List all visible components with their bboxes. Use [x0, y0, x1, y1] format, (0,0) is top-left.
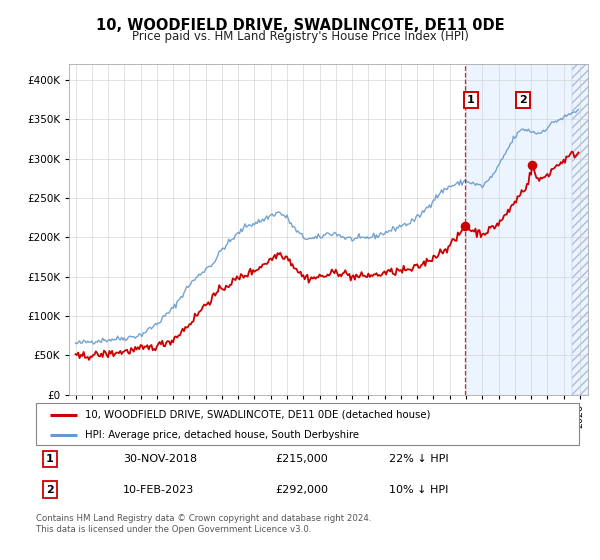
Text: 10, WOODFIELD DRIVE, SWADLINCOTE, DE11 0DE: 10, WOODFIELD DRIVE, SWADLINCOTE, DE11 0… — [95, 18, 505, 33]
Text: £215,000: £215,000 — [275, 454, 328, 464]
Text: 2: 2 — [519, 95, 527, 105]
Text: 1: 1 — [46, 454, 53, 464]
Text: This data is licensed under the Open Government Licence v3.0.: This data is licensed under the Open Gov… — [36, 525, 311, 534]
Text: 10% ↓ HPI: 10% ↓ HPI — [389, 484, 448, 494]
Text: 30-NOV-2018: 30-NOV-2018 — [123, 454, 197, 464]
Text: Contains HM Land Registry data © Crown copyright and database right 2024.: Contains HM Land Registry data © Crown c… — [36, 514, 371, 523]
Bar — [466, 64, 600, 395]
FancyBboxPatch shape — [36, 403, 579, 445]
Text: 10-FEB-2023: 10-FEB-2023 — [123, 484, 194, 494]
Text: 2: 2 — [46, 484, 53, 494]
Text: 10, WOODFIELD DRIVE, SWADLINCOTE, DE11 0DE (detached house): 10, WOODFIELD DRIVE, SWADLINCOTE, DE11 0… — [85, 410, 430, 420]
Point — [527, 161, 537, 170]
Text: 22% ↓ HPI: 22% ↓ HPI — [389, 454, 449, 464]
Text: HPI: Average price, detached house, South Derbyshire: HPI: Average price, detached house, Sout… — [85, 430, 359, 440]
Text: £292,000: £292,000 — [275, 484, 328, 494]
Point — [460, 221, 469, 230]
Text: Price paid vs. HM Land Registry's House Price Index (HPI): Price paid vs. HM Land Registry's House … — [131, 30, 469, 43]
Bar — [572, 64, 600, 395]
Text: 1: 1 — [467, 95, 475, 105]
